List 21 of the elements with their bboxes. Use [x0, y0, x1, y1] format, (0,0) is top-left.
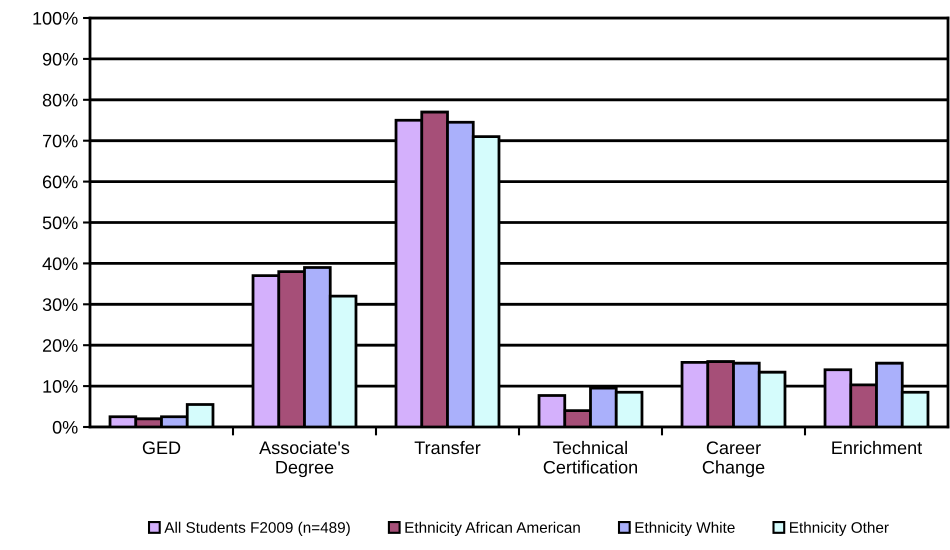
y-tick-label: 10%	[43, 380, 78, 393]
y-tick-label: 50%	[42, 216, 78, 230]
x-tick-label: Enrichment	[832, 440, 922, 454]
y-tick-label: 60%	[42, 176, 78, 188]
y-tick-label: 20%	[42, 339, 78, 352]
legend-label: Ethnicity Other	[790, 522, 889, 536]
y-tick-label: 40%	[42, 257, 78, 270]
y-tick-label: 90%	[42, 52, 78, 66]
x-tick-label: Associate's Degree	[259, 440, 350, 478]
legend-label: Ethnicity African American	[405, 522, 580, 536]
y-tick-label: 80%	[42, 94, 78, 107]
x-tick-label: Career Change	[702, 441, 764, 478]
legend-label: Ethnicity White	[636, 522, 735, 536]
y-tick-label: 0%	[52, 420, 78, 434]
x-tick-label: Transfer	[414, 440, 480, 454]
x-tick-label: Technical Certification	[544, 440, 637, 474]
y-tick-label: 70%	[42, 134, 78, 148]
y-tick-label: 100%	[33, 12, 78, 25]
y-tick-label: 30%	[42, 298, 78, 312]
legend-label: All Students F2009 (n=489)	[164, 522, 350, 536]
x-tick-label: GED	[142, 441, 180, 454]
